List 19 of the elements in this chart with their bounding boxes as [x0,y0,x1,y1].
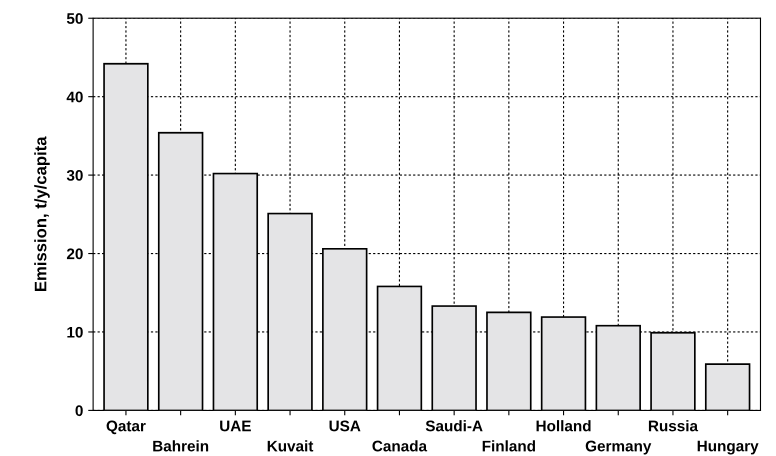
x-tick-label: Qatar [106,420,146,434]
y-tick-label: 50 [66,13,83,24]
y-tick-label: 0 [76,405,83,416]
y-tick-label: 10 [67,326,83,338]
x-tick-label: Hungary [698,440,759,455]
x-tick-label: Bahrein [153,440,208,452]
y-tick-label: 40 [66,92,83,102]
y-tick-label: 30 [66,170,83,181]
x-tick-label: Finland [482,440,536,452]
y-axis-title: Emission, t/y/capita [34,136,50,292]
x-tick-label: Germany [586,440,652,455]
x-tick-label: Holland [536,420,591,432]
x-tick-label: Canada [372,440,428,452]
x-tick-label: Saudi-A [426,420,483,432]
y-tick-label: 20 [66,248,83,260]
x-tick-label: Kuvait [268,440,314,452]
x-tick-label: USA [330,420,360,432]
x-tick-label: Russia [648,420,698,432]
x-tick-label: UAE [220,420,251,432]
